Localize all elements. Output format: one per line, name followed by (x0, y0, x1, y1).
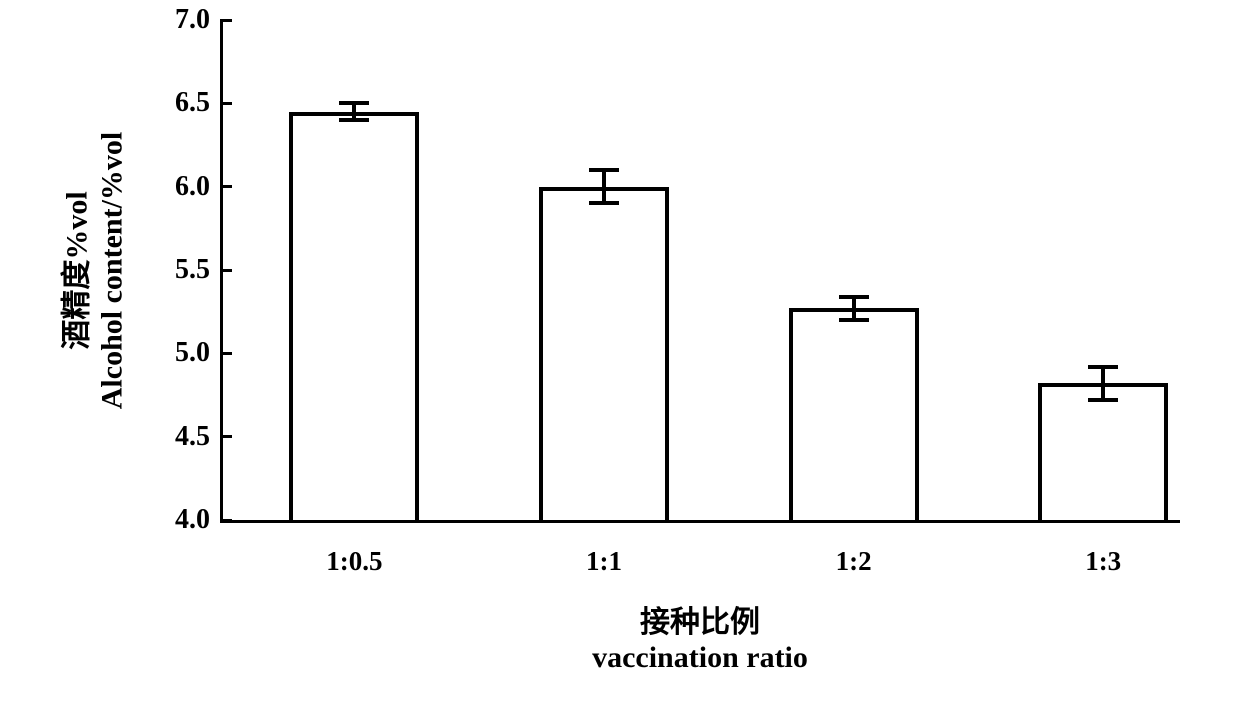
y-tick (220, 185, 232, 188)
y-axis-label-line-2: Alcohol content/%vol (95, 20, 130, 520)
x-tick-label: 1:2 (774, 546, 934, 577)
y-tick-label: 4.0 (175, 504, 210, 536)
error-bar-stem (1101, 367, 1105, 400)
x-axis-line (220, 520, 1180, 523)
y-tick (220, 435, 232, 438)
y-tick-label: 5.5 (175, 254, 210, 286)
bar (1038, 383, 1168, 520)
y-tick (220, 102, 232, 105)
error-bar-cap-bottom (1088, 398, 1118, 402)
x-tick-label: 1:0.5 (274, 546, 434, 577)
y-tick (220, 352, 232, 355)
x-tick-label: 1:3 (1023, 546, 1183, 577)
y-tick-label: 6.5 (175, 87, 210, 119)
x-axis-label-line-2: vaccination ratio (220, 641, 1180, 676)
y-tick-label: 4.5 (175, 421, 210, 453)
y-tick (220, 269, 232, 272)
y-tick-label: 6.0 (175, 171, 210, 203)
x-tick-label: 1:1 (524, 546, 684, 577)
error-bar-cap-bottom (339, 118, 369, 122)
bar (539, 187, 669, 520)
y-tick-label: 7.0 (175, 4, 210, 36)
y-axis-line (220, 20, 223, 523)
y-axis-label-line-1: 酒精度%vol (61, 20, 96, 520)
error-bar-cap-bottom (839, 318, 869, 322)
x-axis-label-line-1: 接种比例 (220, 606, 1180, 641)
error-bar-cap-top (839, 295, 869, 299)
x-axis-label: 接种比例 vaccination ratio (220, 606, 1180, 675)
y-tick (220, 19, 232, 22)
bar (289, 112, 419, 520)
error-bar-cap-top (339, 101, 369, 105)
y-tick-label: 5.0 (175, 337, 210, 369)
error-bar-cap-bottom (589, 201, 619, 205)
error-bar-stem (852, 297, 856, 320)
bar-chart: 酒精度%vol Alcohol content/%vol 接种比例 vaccin… (0, 0, 1240, 720)
error-bar-cap-top (1088, 365, 1118, 369)
y-axis-label: 酒精度%vol Alcohol content/%vol (61, 20, 130, 520)
y-tick (220, 519, 232, 522)
bar (789, 308, 919, 520)
error-bar-stem (602, 170, 606, 203)
error-bar-cap-top (589, 168, 619, 172)
